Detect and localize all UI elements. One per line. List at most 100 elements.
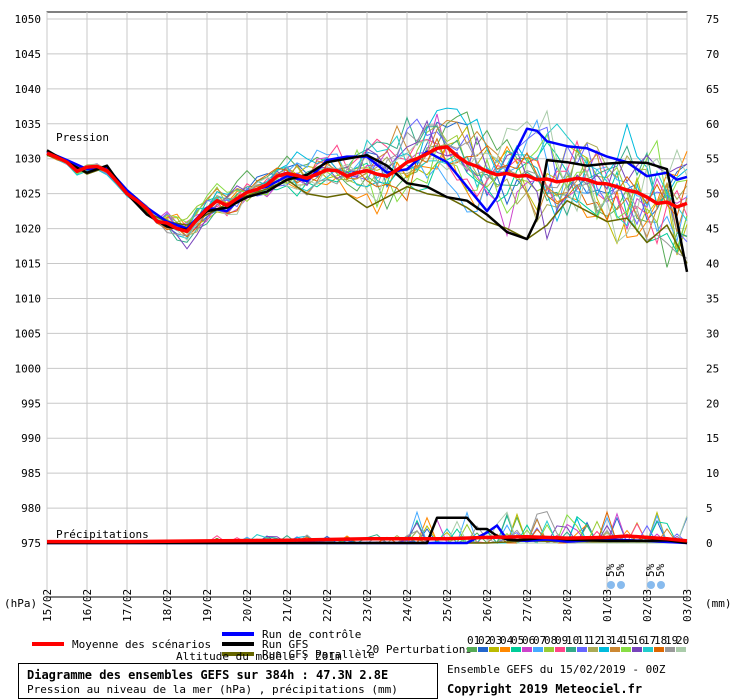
right-tick-label: 30 [706,327,719,340]
x-tick-label: 25/02 [441,589,454,622]
perturbation-color-swatch [643,647,653,652]
mean-precip-line [47,534,688,544]
footer-title: Diagramme des ensembles GEFS sur 384h : … [27,668,389,682]
main-series [46,127,689,545]
perturbation-color-swatch [621,647,631,652]
perturbation-color-swatch [566,647,576,652]
legend-mean-label: Moyenne des scénarios [72,638,211,651]
precip-panel-label: Précipitations [56,528,149,541]
left-tick-label: 1015 [15,258,42,271]
pressure-panel-label: Pression [56,131,109,144]
perturbation-20-pressure [46,109,688,244]
x-tick-label: 16/02 [81,589,94,622]
snowflake-icon [657,581,665,589]
perturbation-id-label: 19 [665,634,678,647]
ensemble-chart: 9759809859909951000100510101015102010251… [4,11,732,662]
perturbation-id-label: 09 [555,634,568,647]
copyright: Copyright 2019 Meteociel.fr [447,682,643,696]
x-tick-label: 21/02 [281,589,294,622]
left-tick-label: 1010 [15,292,42,305]
perturbation-color-swatch [577,647,587,652]
perturbation-id-label: 13 [599,634,612,647]
perturbation-color-swatch [665,647,675,652]
snowflake-icon [607,581,615,589]
perturbation-color-swatch [478,647,488,652]
right-tick-label: 0 [706,537,713,550]
right-tick-label: 35 [706,292,719,305]
perturbation-color-swatch [489,647,499,652]
snow-percent-label: 5% [614,563,627,577]
left-tick-label: 1005 [15,327,42,340]
perturbation-id-label: 18 [654,634,667,647]
x-tick-label: 24/02 [401,589,414,622]
left-tick-label: 985 [21,467,41,480]
snow-percent-label: 5% [654,563,667,577]
perturbation-color-swatch [467,647,477,652]
right-tick-label: 65 [706,83,719,96]
right-tick-label: 25 [706,362,719,375]
right-tick-label: 75 [706,13,719,26]
left-tick-label: 1030 [15,153,42,166]
snow-marks: 5%5% 5%5% [604,563,667,589]
perturbation-color-swatch [555,647,565,652]
right-tick-label: 15 [706,432,719,445]
left-tick-label: 1020 [15,223,42,236]
perturbation-id-label: 15 [621,634,634,647]
perturbation-id-label: 02 [478,634,491,647]
perturbation-id-label: 14 [610,634,624,647]
snowflake-icon [617,581,625,589]
legend-perturbations-label: 20 Perturbations [366,643,472,656]
perturbation-id-label: 05 [511,634,524,647]
perturbation-color-swatch [522,647,532,652]
perturbation-color-swatch [599,647,609,652]
x-tick-label: 03/03 [681,589,694,622]
left-tick-label: 1050 [15,13,42,26]
x-tick-label: 20/02 [241,589,254,622]
right-axis-ticks: 0 5 10 15 20 25 30 35 40 45 50 55 60 65 70 75 [706,13,719,550]
left-tick-label: 1040 [15,83,42,96]
legend-altitude-label: Altitude du modèle : 201m [176,650,342,662]
left-tick-label: 1045 [15,48,42,61]
perturbation-id-label: 16 [632,634,645,647]
left-axis-unit: (hPa) [4,597,37,610]
x-tick-label: 27/02 [521,589,534,622]
x-tick-label: 23/02 [361,589,374,622]
x-tick-label: 17/02 [121,589,134,622]
perturbation-id-label: 07 [533,634,546,647]
left-tick-label: 995 [21,397,41,410]
perturbation-id-label: 10 [566,634,579,647]
mean-pressure-line [46,145,688,234]
x-tick-label: 26/02 [481,589,494,622]
perturbation-color-swatch [500,647,510,652]
perturbation-color-swatch [654,647,664,652]
legend-control-label: Run de contrôle [262,628,361,641]
perturbation-id-label: 11 [577,634,590,647]
right-tick-label: 50 [706,188,719,201]
x-tick-label: 28/02 [561,589,574,622]
footer-subtitle: Pression au niveau de la mer (hPa) , pré… [27,683,398,696]
perturbation-id-label: 03 [489,634,502,647]
perturbation-color-swatch [544,647,554,652]
legend-parallel-label: Run GFS Parallèle [262,648,375,661]
right-axis-unit: (mm) [705,597,732,610]
right-tick-label: 60 [706,118,719,131]
x-tick-label: 19/02 [201,589,214,622]
right-tick-label: 10 [706,467,719,480]
left-tick-label: 975 [21,537,41,550]
right-tick-label: 20 [706,397,719,410]
right-tick-label: 70 [706,48,719,61]
snow-percent-label: 5% [644,563,657,577]
perturbation-color-swatch [676,647,686,652]
right-tick-label: 40 [706,258,719,271]
perturbation-color-swatch [632,647,642,652]
footer-title-box: Diagramme des ensembles GEFS sur 384h : … [18,663,438,699]
x-tick-label: 01/03 [601,589,614,622]
right-tick-label: 5 [706,502,713,515]
perturbation-color-swatch [588,647,598,652]
perturbation-id-label: 12 [588,634,601,647]
snowflake-icon [647,581,655,589]
x-tick-label: 02/03 [641,589,654,622]
left-tick-label: 990 [21,432,41,445]
perturbation-color-swatch [511,647,521,652]
